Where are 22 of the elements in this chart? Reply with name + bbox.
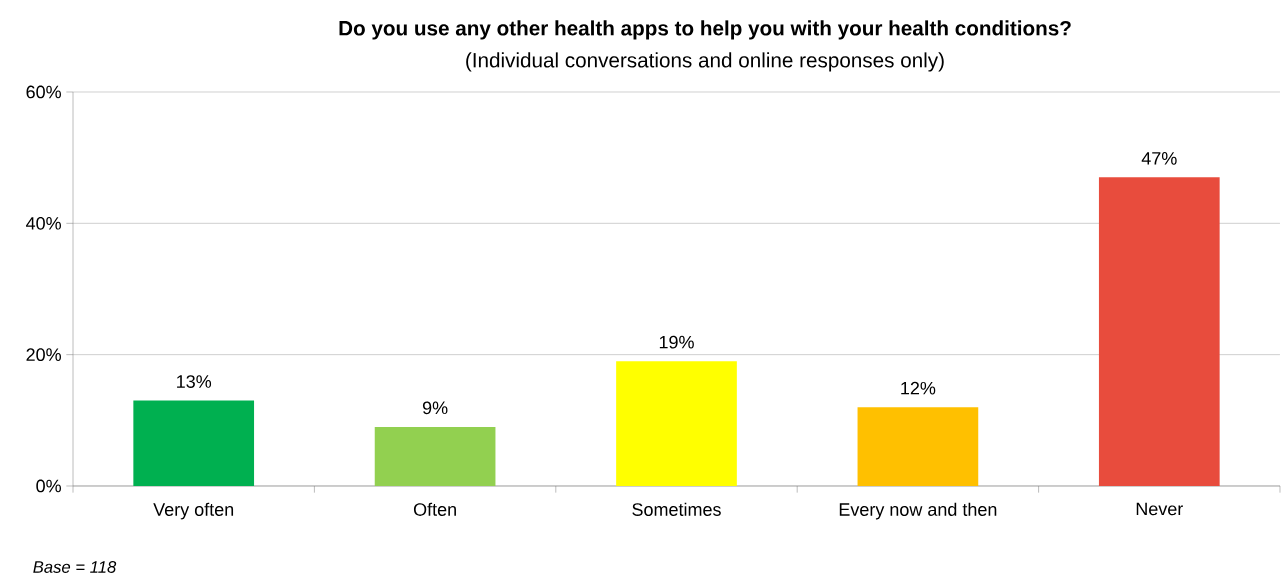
data-label: 9% (422, 401, 448, 415)
text: Base = 118 (33, 561, 117, 573)
x-tick-label: Every now and then (839, 502, 997, 520)
y-tick-label: 40% (26, 216, 61, 230)
bar (857, 407, 979, 486)
bar (616, 361, 737, 486)
y-tick-label: 20% (26, 348, 61, 362)
data-label: 13% (177, 375, 212, 388)
bar (133, 400, 255, 486)
y-tick-label: 60% (26, 85, 61, 99)
data-label: 19% (659, 335, 694, 349)
bar (1098, 177, 1220, 486)
bar (374, 426, 496, 486)
x-tick-label: Very often (153, 502, 234, 520)
x-tick-label: Sometimes (632, 502, 721, 516)
chart-title: Do you use any other health apps to help you with your health conditions? (339, 20, 1071, 40)
data-label: 12% (901, 381, 936, 395)
data-label: 47% (1141, 152, 1177, 165)
chart-subtitle: (Individual conversations and online responses only) (466, 52, 944, 72)
x-tick-label: Often (413, 502, 456, 516)
x-tick-label: Never (1136, 502, 1183, 516)
y-tick-label: 0% (36, 479, 61, 493)
